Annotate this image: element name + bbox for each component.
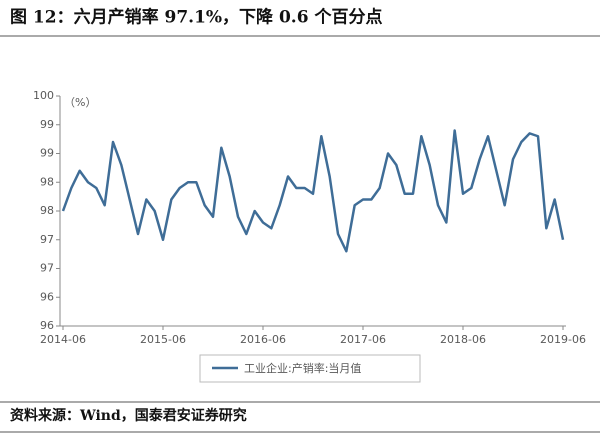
y-tick-label: 99	[40, 147, 54, 160]
y-axis-label: （%）	[64, 96, 96, 109]
legend-box	[199, 354, 421, 383]
source: 资料来源：Wind，国泰君安证券研究	[10, 407, 247, 424]
line	[61, 129, 565, 253]
chart-title: 图 12：六月产销率 97.1%，下降 0.6 个百分点	[10, 7, 382, 28]
x-tick-label: 2014-06	[40, 333, 86, 346]
legend-label: 工业企业:产销率:当月值	[244, 361, 361, 375]
y-tick-label: 97	[40, 262, 54, 275]
x-tick-label: 2018-06	[440, 333, 486, 346]
y-tick-label: 97	[40, 233, 54, 246]
y-tick-label: 100	[33, 89, 54, 102]
y-tick-label: 96	[40, 290, 54, 303]
y-tick-label: 96	[40, 319, 54, 332]
x-tick-label: 2015-06	[140, 333, 186, 346]
y-tick-label: 99	[40, 118, 54, 131]
x-tick-label: 2016-06	[240, 333, 286, 346]
y-tick-label: 98	[40, 204, 54, 217]
x-tick-label: 2017-06	[340, 333, 386, 346]
y-tick-label: 98	[40, 175, 54, 188]
x-tick-label: 2019-06	[540, 333, 586, 346]
